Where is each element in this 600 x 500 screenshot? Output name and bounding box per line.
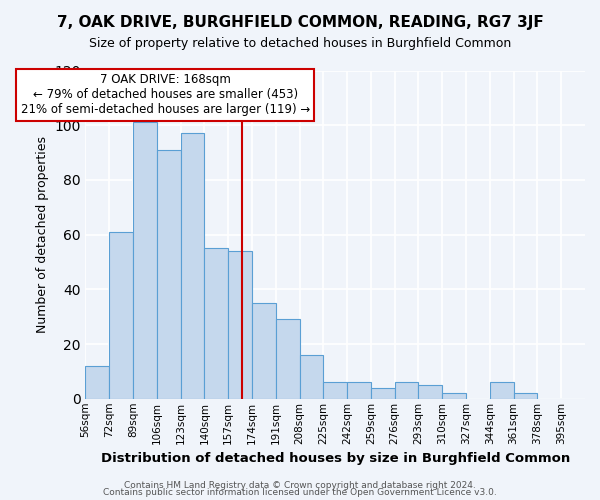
Bar [299,355,323,399]
Bar [252,303,276,399]
Bar [276,320,299,399]
Bar [85,366,109,399]
Text: 7 OAK DRIVE: 168sqm
← 79% of detached houses are smaller (453)
21% of semi-detac: 7 OAK DRIVE: 168sqm ← 79% of detached ho… [20,73,310,116]
Bar [418,385,442,399]
Bar [442,394,466,399]
Text: Contains HM Land Registry data © Crown copyright and database right 2024.: Contains HM Land Registry data © Crown c… [124,480,476,490]
Bar [323,382,347,399]
Bar [157,150,181,399]
Text: 7, OAK DRIVE, BURGHFIELD COMMON, READING, RG7 3JF: 7, OAK DRIVE, BURGHFIELD COMMON, READING… [56,15,544,30]
Bar [490,382,514,399]
Bar [228,251,252,399]
Bar [347,382,371,399]
Bar [514,394,538,399]
Bar [181,134,205,399]
Bar [205,248,228,399]
Bar [371,388,395,399]
Text: Contains public sector information licensed under the Open Government Licence v3: Contains public sector information licen… [103,488,497,497]
Bar [109,232,133,399]
Bar [395,382,418,399]
Bar [133,122,157,399]
Y-axis label: Number of detached properties: Number of detached properties [35,136,49,333]
X-axis label: Distribution of detached houses by size in Burghfield Common: Distribution of detached houses by size … [101,452,570,465]
Text: Size of property relative to detached houses in Burghfield Common: Size of property relative to detached ho… [89,38,511,51]
